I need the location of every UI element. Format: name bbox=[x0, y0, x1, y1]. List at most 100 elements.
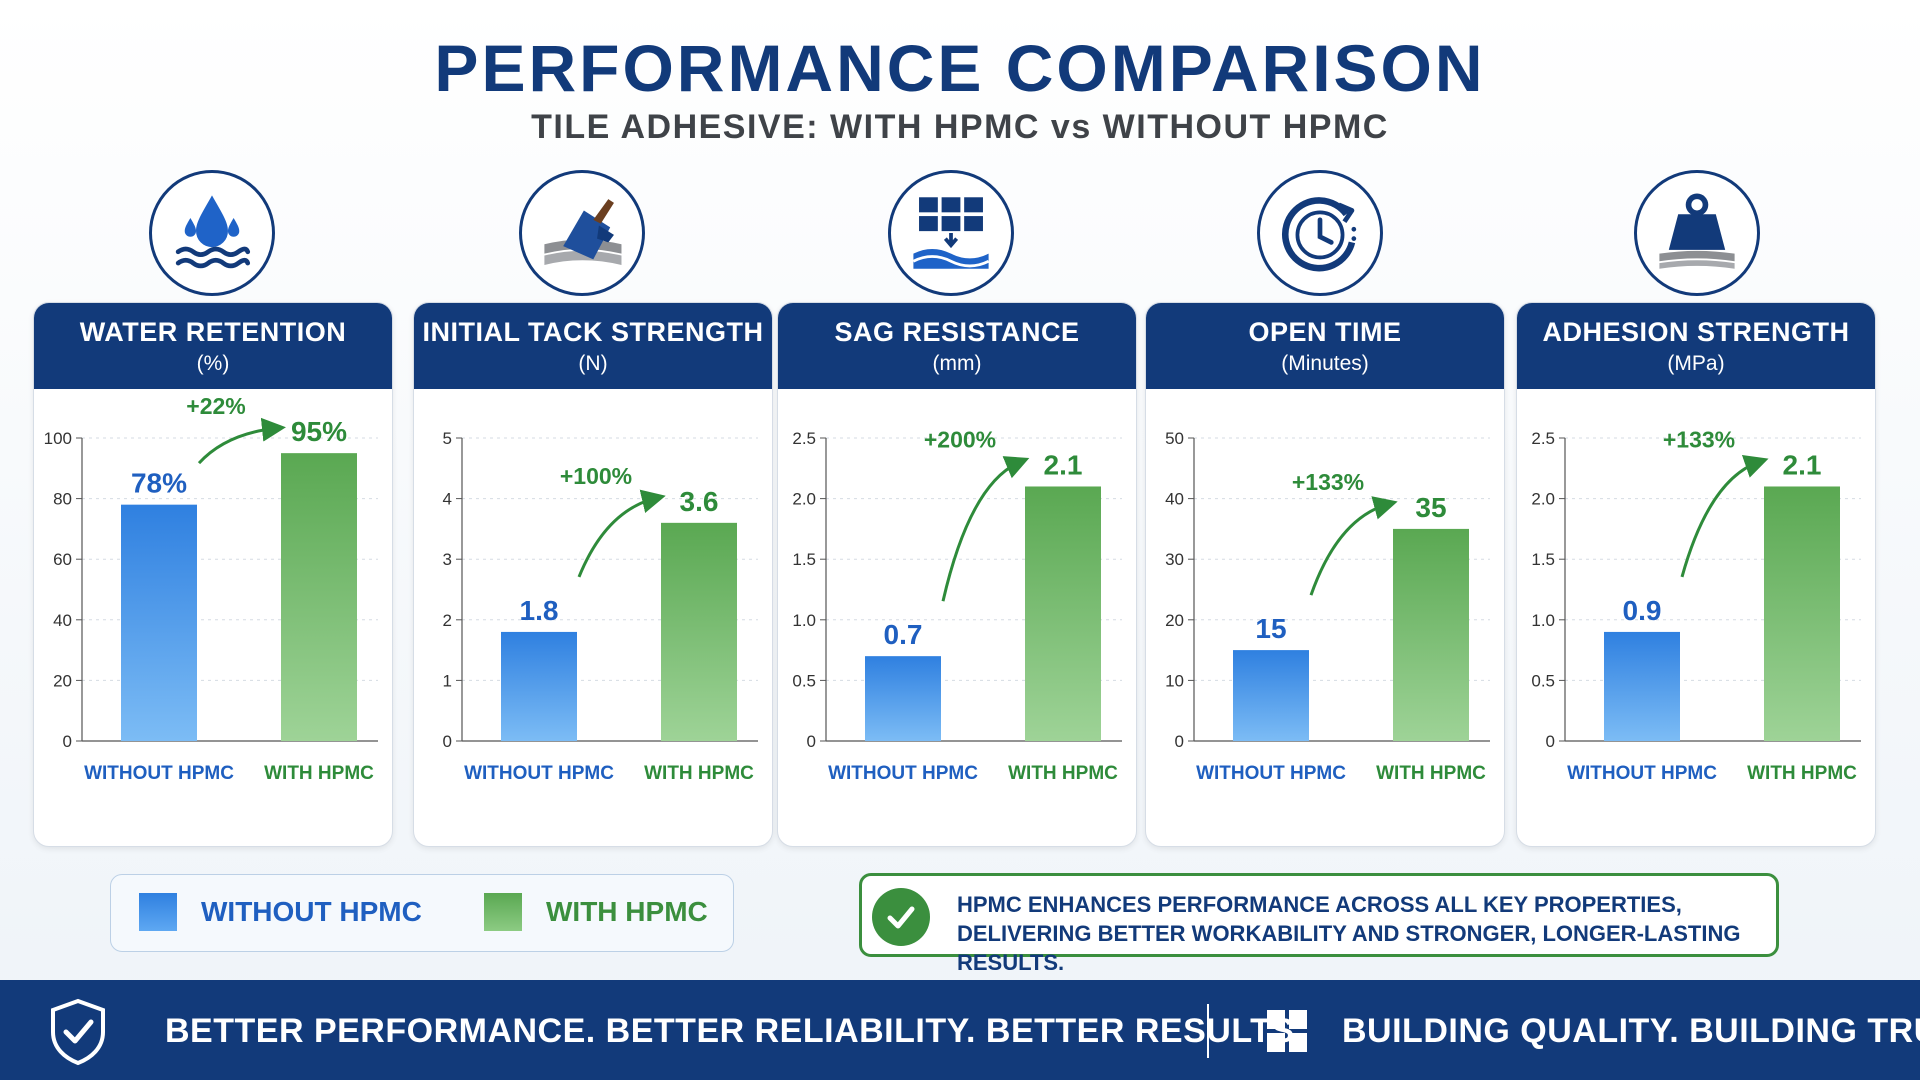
chart-panel-water-retention: WATER RETENTION (%) 0 20 40 60 80 100 78% WITHO… bbox=[33, 302, 393, 847]
footer-slogan: BETTER PERFORMANCE. BETTER RELIABILITY. … bbox=[165, 1012, 1305, 1050]
checkmark-icon bbox=[872, 888, 930, 946]
water-drop-icon bbox=[149, 170, 275, 296]
panel-header: WATER RETENTION (%) bbox=[34, 303, 392, 389]
legend-item-with: WITH HPMC bbox=[484, 893, 708, 931]
y-tick-label: 60 bbox=[53, 550, 72, 569]
callout-line-2: DELIVERING BETTER WORKABILITY AND STRONG… bbox=[957, 921, 1741, 975]
y-tick-label: 3 bbox=[443, 550, 452, 569]
x-tick-label: WITHOUT HPMC bbox=[828, 763, 978, 784]
y-tick-label: 2.5 bbox=[1531, 429, 1555, 448]
weight-icon bbox=[1634, 170, 1760, 296]
bar-chart: 0 1 2 3 4 5 1.8 WITHOUT HPMC 3.6 WITH HPMC +100% bbox=[443, 429, 758, 784]
bar-chart: 0 20 40 60 80 100 78% WITHOUT HPMC 95% WITH HPMC +… bbox=[44, 393, 378, 784]
bar-chart: 0 0.5 1.0 1.5 2.0 2.5 0.9 WITHOUT HPMC 2.1 WITH H… bbox=[1531, 426, 1861, 784]
bar-with-hpmc bbox=[1393, 528, 1469, 741]
data-label: 0.7 bbox=[884, 619, 923, 650]
growth-arrow bbox=[1309, 496, 1398, 596]
data-label: 78% bbox=[131, 468, 187, 499]
legend-label: WITH HPMC bbox=[546, 896, 708, 927]
data-label: 35 bbox=[1415, 492, 1446, 523]
chart-panel-adhesion-strength: ADHESION STRENGTH (MPa) 0 0.5 1.0 1.5 2.0 2.5… bbox=[1516, 302, 1876, 847]
y-tick-label: 100 bbox=[44, 429, 72, 448]
y-tick-label: 0 bbox=[1175, 732, 1184, 751]
data-label: 95% bbox=[291, 416, 347, 447]
y-tick-label: 1.0 bbox=[792, 611, 816, 630]
chart-unit: (mm) bbox=[932, 352, 982, 375]
trowel-icon bbox=[519, 170, 645, 296]
data-label: 15 bbox=[1255, 613, 1286, 644]
windows-grid-icon bbox=[1267, 1010, 1307, 1056]
y-tick-label: 1.5 bbox=[792, 550, 816, 569]
y-tick-label: 20 bbox=[1165, 611, 1184, 630]
clock-icon bbox=[1257, 170, 1383, 296]
data-label: 2.1 bbox=[1783, 449, 1822, 480]
legend-swatch-green bbox=[484, 893, 522, 931]
chart-unit: (N) bbox=[578, 352, 608, 375]
change-label: +200% bbox=[924, 426, 996, 452]
data-label: 1.8 bbox=[520, 595, 559, 626]
y-tick-label: 2 bbox=[443, 611, 452, 630]
footer-divider bbox=[1207, 1004, 1209, 1058]
change-label: +133% bbox=[1663, 426, 1735, 452]
y-tick-label: 1 bbox=[443, 671, 452, 690]
footer-bar: BETTER PERFORMANCE. BETTER RELIABILITY. … bbox=[0, 980, 1920, 1080]
x-tick-label: WITH HPMC bbox=[1376, 763, 1486, 784]
y-tick-label: 0 bbox=[807, 732, 816, 751]
y-tick-label: 0 bbox=[443, 732, 452, 751]
tile-wall-icon bbox=[888, 170, 1014, 296]
chart-title: WATER RETENTION bbox=[79, 317, 347, 347]
chart-title: ADHESION STRENGTH bbox=[1542, 317, 1850, 347]
chart-unit: (MPa) bbox=[1667, 352, 1725, 375]
change-label: +22% bbox=[186, 393, 245, 419]
bar-with-hpmc bbox=[1025, 486, 1101, 741]
footer-tagline: BUILDING QUALITY. BUILDING TRUST. bbox=[1342, 1012, 1920, 1050]
bar-without-hpmc bbox=[121, 504, 197, 741]
legend: WITHOUT HPMC WITH HPMC bbox=[110, 874, 734, 952]
bar-chart: 0 10 20 30 40 50 15 WITHOUT HPMC 35 WITH HPMC +133… bbox=[1165, 429, 1490, 784]
bar-without-hpmc bbox=[1233, 650, 1309, 741]
page-subtitle: TILE ADHESIVE: WITH HPMC vs WITHOUT HPMC bbox=[531, 108, 1389, 146]
legend-item-without: WITHOUT HPMC bbox=[139, 893, 422, 931]
y-tick-label: 10 bbox=[1165, 671, 1184, 690]
y-tick-label: 4 bbox=[443, 490, 452, 509]
y-tick-label: 50 bbox=[1165, 429, 1184, 448]
summary-callout: HPMC ENHANCES PERFORMANCE ACROSS ALL KEY… bbox=[859, 873, 1779, 975]
x-tick-label: WITH HPMC bbox=[1747, 763, 1857, 784]
x-tick-label: WITH HPMC bbox=[264, 763, 374, 784]
bar-with-hpmc bbox=[281, 453, 357, 741]
chart-title: INITIAL TACK STRENGTH bbox=[422, 317, 764, 347]
chart-unit: (%) bbox=[196, 352, 230, 375]
y-tick-label: 0 bbox=[1546, 732, 1555, 751]
y-tick-label: 0 bbox=[63, 732, 72, 751]
y-tick-label: 40 bbox=[1165, 490, 1184, 509]
growth-arrow bbox=[197, 417, 286, 465]
y-tick-label: 5 bbox=[443, 429, 452, 448]
y-tick-label: 2.0 bbox=[792, 490, 816, 509]
bar-without-hpmc bbox=[865, 656, 941, 741]
y-tick-label: 2.5 bbox=[792, 429, 816, 448]
growth-arrow bbox=[1680, 454, 1769, 578]
bar-chart: 0 0.5 1.0 1.5 2.0 2.5 0.7 WITHOUT HPMC 2.1 WITH H… bbox=[792, 426, 1122, 784]
x-tick-label: WITHOUT HPMC bbox=[1196, 763, 1346, 784]
y-tick-label: 40 bbox=[53, 611, 72, 630]
chart-panel-initial-tack-strength: INITIAL TACK STRENGTH (N) 0 1 2 3 4 5 1.8 WITHO… bbox=[413, 302, 773, 847]
x-tick-label: WITHOUT HPMC bbox=[464, 763, 614, 784]
growth-arrow bbox=[941, 456, 1030, 602]
x-tick-label: WITH HPMC bbox=[644, 763, 754, 784]
chart-title: SAG RESISTANCE bbox=[834, 317, 1080, 347]
panel-header: ADHESION STRENGTH (MPa) bbox=[1517, 303, 1875, 389]
panel-header: OPEN TIME (Minutes) bbox=[1146, 303, 1504, 389]
bar-with-hpmc bbox=[1764, 486, 1840, 741]
page-title: PERFORMANCE COMPARISON bbox=[434, 31, 1486, 105]
legend-swatch-blue bbox=[139, 893, 177, 931]
panel-header: INITIAL TACK STRENGTH (N) bbox=[414, 303, 772, 389]
data-label: 2.1 bbox=[1044, 449, 1083, 480]
change-label: +100% bbox=[560, 463, 632, 489]
bar-without-hpmc bbox=[1604, 631, 1680, 741]
growth-arrow bbox=[577, 489, 666, 578]
x-tick-label: WITHOUT HPMC bbox=[1567, 763, 1717, 784]
y-tick-label: 1.5 bbox=[1531, 550, 1555, 569]
y-tick-label: 2.0 bbox=[1531, 490, 1555, 509]
y-tick-label: 0.5 bbox=[1531, 671, 1555, 690]
chart-unit: (Minutes) bbox=[1281, 352, 1369, 375]
